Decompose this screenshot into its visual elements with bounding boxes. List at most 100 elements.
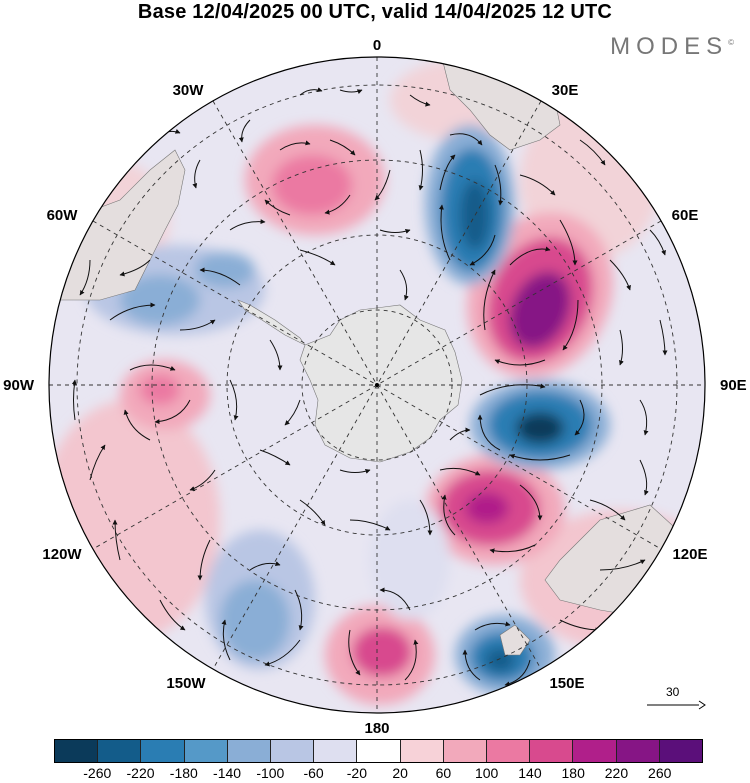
wind-arrow — [639, 399, 649, 436]
south-america-landmass — [49, 149, 186, 301]
wind-arrow — [489, 544, 536, 554]
wind-arrow — [109, 302, 156, 321]
wind-arrow — [483, 269, 496, 331]
wind-arrow — [438, 204, 451, 261]
pole-marker — [375, 383, 379, 387]
wind-arrow — [189, 469, 216, 491]
wind-arrow — [238, 119, 251, 143]
wind-arrow — [192, 159, 201, 189]
wind-arrow — [379, 229, 411, 234]
lon-label-60e: 60E — [672, 207, 699, 224]
wind-arrow — [509, 246, 551, 266]
wind-arrow — [269, 339, 283, 371]
colorbar-swatch — [271, 740, 315, 762]
meridian-line — [212, 100, 542, 670]
lon-label-180: 180 — [364, 720, 389, 737]
wind-arrow — [264, 639, 301, 667]
colorbar-swatch — [141, 740, 185, 762]
lon-label-90e: 90E — [720, 377, 747, 394]
pink-anomaly-30w-core — [272, 155, 352, 215]
colorbar-swatch — [616, 740, 660, 762]
wind-arrow — [221, 619, 231, 661]
wind-arrow — [504, 659, 531, 687]
colorbar-tick-label: 260 — [648, 765, 672, 781]
wind-arrow — [71, 379, 77, 421]
wind-arrow — [494, 164, 504, 206]
blue-anomaly-150w-mid — [220, 580, 290, 660]
pink-anomaly-180-core — [352, 627, 412, 677]
wind-arrow — [659, 319, 668, 356]
colorbar-tick-label: 220 — [604, 765, 629, 781]
wind-arrow — [299, 87, 323, 96]
map-disc — [49, 57, 705, 713]
wind-arrow — [519, 174, 556, 196]
wind-arrow — [79, 259, 91, 296]
colorbar-tick-label: -260 — [83, 765, 112, 781]
map-title: Base 12/04/2025 00 UTC, valid 14/04/2025… — [137, 1, 613, 23]
wind-vectors — [71, 87, 668, 687]
wind-arrow — [574, 399, 585, 436]
wind-arrow — [324, 194, 351, 215]
wind-arrow — [441, 494, 456, 536]
wind-arrow — [589, 499, 626, 521]
reference-vector-label: 30 — [666, 685, 680, 699]
wind-arrow — [599, 559, 646, 571]
wind-arrow — [479, 383, 546, 396]
wind-arrow — [264, 199, 291, 216]
lon-label-150e: 150E — [549, 675, 584, 692]
pink-anomaly-60e-core — [509, 271, 571, 349]
colorbar-swatch — [443, 740, 488, 762]
lon-label-90w: 90W — [3, 377, 35, 394]
wind-arrow — [509, 454, 571, 461]
new-zealand-landmass — [499, 624, 531, 656]
colorbar-swatch — [55, 740, 99, 762]
wind-arrow — [229, 379, 239, 421]
wind-arrow — [229, 219, 266, 231]
wind-arrow — [559, 219, 578, 266]
wind-arrow — [609, 259, 631, 291]
meridian-line — [92, 220, 662, 550]
colorbar-tick-label: -140 — [213, 765, 242, 781]
lon-label-120e: 120E — [672, 546, 707, 563]
wind-arrow — [119, 259, 151, 277]
wind-arrow — [449, 133, 483, 146]
wind-arrow — [299, 499, 326, 526]
wind-arrow — [419, 499, 433, 536]
wind-arrow — [469, 234, 496, 266]
colorbar-tick-label: -20 — [346, 765, 367, 781]
wind-arrow — [619, 329, 624, 366]
latitude-circle — [76, 84, 678, 686]
brand-text: MODES — [610, 33, 729, 60]
reference-vector: 30 — [640, 685, 710, 715]
colorbar-ticks: -260 -220 -180 -140 -100 -60 -20 20 60 100 140 180 2… — [54, 765, 703, 783]
pink-anomaly-120e-core — [465, 492, 509, 524]
wind-arrow — [89, 444, 106, 481]
colorbar-swatch — [659, 740, 703, 762]
wind-arrow — [494, 359, 546, 366]
wind-arrow — [349, 519, 391, 531]
copyright-mark: © — [728, 38, 734, 47]
colorbar-tick-label: -220 — [126, 765, 155, 781]
wind-arrow — [449, 427, 471, 441]
wind-arrow — [129, 364, 176, 371]
colorbar — [54, 739, 703, 763]
colorbar-tick-label: 140 — [518, 765, 542, 781]
wind-arrow — [294, 589, 304, 631]
wind-arrow — [477, 414, 501, 451]
colorbar-tick-label: 20 — [392, 765, 408, 781]
lon-label-60w: 60W — [47, 207, 79, 224]
colorbar-swatch — [227, 740, 272, 762]
wind-arrow — [379, 587, 411, 611]
wind-arrow — [418, 149, 424, 191]
antarctica-landmass — [299, 304, 463, 463]
wind-arrow — [409, 94, 431, 107]
wind-arrow — [123, 409, 151, 441]
wind-arrow — [179, 319, 216, 331]
colorbar-swatch — [98, 740, 142, 762]
wind-arrow — [154, 399, 191, 425]
colorbar-tick-label: 180 — [561, 765, 585, 781]
meridian-line — [212, 100, 542, 670]
lon-label-120w: 120W — [42, 546, 82, 563]
wind-arrow — [112, 519, 121, 561]
wind-arrow — [562, 299, 579, 351]
